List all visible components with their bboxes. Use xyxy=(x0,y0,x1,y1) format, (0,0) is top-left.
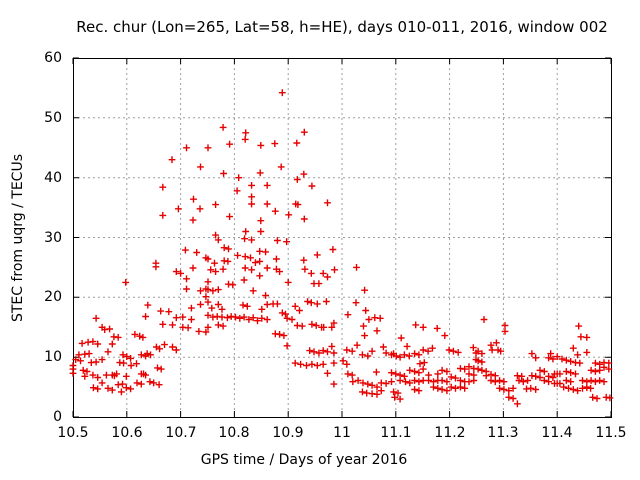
y-tick-label: 0 xyxy=(53,409,62,425)
data-points xyxy=(69,89,614,408)
x-axis-label: GPS time / Days of year 2016 xyxy=(200,452,408,468)
x-tick-label: 11.3 xyxy=(487,425,519,441)
x-tick-label: 10.9 xyxy=(272,425,304,441)
x-tick-label: 10.5 xyxy=(57,425,89,441)
x-tick-label: 10.8 xyxy=(218,425,250,441)
y-tick-label: 50 xyxy=(44,110,62,126)
y-tick-label: 20 xyxy=(44,289,62,305)
x-tick-label: 11.1 xyxy=(380,425,412,441)
y-tick-label: 60 xyxy=(44,50,62,66)
chart-title: Rec. chur (Lon=265, Lat=58, h=HE), days … xyxy=(76,18,608,36)
x-tick-label: 11.4 xyxy=(541,425,573,441)
grid-lines xyxy=(73,58,611,417)
x-tick-label: 11 xyxy=(333,425,351,441)
x-tick-label: 11.2 xyxy=(434,425,466,441)
x-tick-label: 11.5 xyxy=(595,425,627,441)
y-tick-label: 40 xyxy=(44,170,62,186)
x-tick-label: 10.7 xyxy=(165,425,197,441)
y-tick-label: 30 xyxy=(44,230,62,246)
y-tick-label: 10 xyxy=(44,349,62,365)
plot-border xyxy=(73,58,612,418)
x-tick-label: 10.6 xyxy=(111,425,143,441)
